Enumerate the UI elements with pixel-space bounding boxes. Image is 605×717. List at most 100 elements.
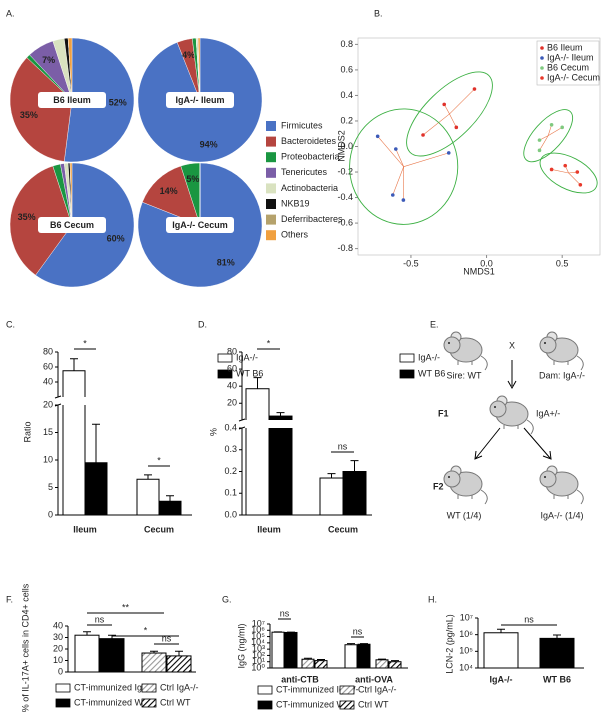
slice-label: 81% <box>217 257 235 267</box>
y-axis-label: Ratio <box>22 421 32 442</box>
bar <box>158 500 182 516</box>
legend-swatch <box>141 683 157 693</box>
legend-swatch <box>339 685 355 695</box>
significance-label: * <box>144 625 148 635</box>
generation-label: F1 <box>438 408 449 418</box>
bar <box>268 415 293 516</box>
bar <box>99 638 125 673</box>
significance-label: * <box>157 455 161 465</box>
y-axis-label: LCN-2 (pg/mL) <box>444 614 454 674</box>
mouse-head <box>443 336 461 354</box>
error-bar <box>391 660 399 662</box>
y-tick-label: 80 <box>227 346 237 356</box>
significance-label: ns <box>95 614 105 624</box>
significance-label: ns <box>353 626 363 636</box>
point <box>421 133 425 137</box>
y-tick-label: 80 <box>43 346 53 356</box>
cross-sign: X <box>509 340 515 350</box>
y-tick-label: 20 <box>53 643 63 653</box>
bar <box>375 659 389 669</box>
significance-label: ** <box>122 602 130 612</box>
legend-label: Others <box>281 230 309 240</box>
mouse-tail <box>480 489 488 505</box>
mouse-feet <box>503 425 519 429</box>
pie-title-box <box>166 217 234 233</box>
bar <box>483 632 519 669</box>
arrow <box>474 427 501 460</box>
y-tick-label: 0.0 <box>340 141 353 151</box>
y-tick-label: 0.1 <box>224 488 237 498</box>
pie-slice <box>197 37 201 101</box>
y-tick-label: 0.3 <box>224 444 237 454</box>
x-tick-label: Ileum <box>257 524 281 534</box>
mouse-eye <box>448 476 450 478</box>
spider-line <box>547 124 552 136</box>
pie-title: B6 Ileum <box>53 95 91 105</box>
significance-label: ns <box>280 608 290 618</box>
point <box>537 138 542 142</box>
y-tick-label: 10¹ <box>252 656 265 666</box>
y-tick-label: 10² <box>252 650 265 660</box>
spider-line <box>449 88 475 115</box>
significance-label: * <box>83 338 87 348</box>
panel-label: D. <box>198 319 207 329</box>
bar <box>284 631 298 669</box>
point <box>446 151 451 155</box>
x-tick-label: Cecum <box>328 524 358 534</box>
pie-slice <box>69 162 73 226</box>
bar <box>271 631 285 669</box>
y-tick-label: 10⁶ <box>251 625 265 635</box>
slice-label: 14% <box>160 186 178 196</box>
y-tick-label: 10⁵ <box>459 646 473 656</box>
x-tick-label: Cecum <box>144 524 174 534</box>
spider-line <box>539 135 549 151</box>
generation-label: F2 <box>433 481 444 491</box>
bar <box>136 478 160 516</box>
point <box>442 102 447 107</box>
y-tick-label: 0.2 <box>224 466 237 476</box>
spider-line <box>392 166 404 196</box>
legend-swatch <box>266 199 276 209</box>
legend-marker <box>540 76 544 80</box>
y-tick-label: 0.2 <box>340 115 353 125</box>
offspring-label: WT (1/4) <box>447 510 482 520</box>
panel-label: A. <box>6 8 15 18</box>
bar <box>301 658 315 669</box>
y-tick-label: 30 <box>53 632 63 642</box>
mouse-eye <box>494 406 496 408</box>
y-tick-label: 10⁴ <box>251 637 265 647</box>
legend-label: NKB19 <box>281 198 310 208</box>
legend-label: IgA-/- Cecum <box>547 72 600 82</box>
x-tick-label: anti-CTB <box>281 674 319 684</box>
y-tick-label: -0.4 <box>337 192 353 202</box>
spider-line <box>395 148 404 167</box>
point <box>575 170 580 174</box>
legend-label: Ctrl IgA-/- <box>358 684 397 694</box>
y-axis-label: NMDS2 <box>336 130 346 162</box>
error-bar <box>83 631 91 636</box>
spider-line <box>443 104 450 115</box>
legend-swatch <box>257 685 273 695</box>
y-tick-label: -0.2 <box>337 166 353 176</box>
axis-break-gap <box>52 397 194 405</box>
legend-label: Ctrl WT <box>160 697 191 707</box>
pie-title: IgA-/- Cecum <box>172 220 228 230</box>
point <box>549 123 554 127</box>
mouse-feet <box>553 361 569 365</box>
panel-label: E. <box>430 319 439 329</box>
slice-label: 60% <box>107 234 125 244</box>
legend-label: B6 Ileum <box>547 42 583 52</box>
slice-label: 94% <box>200 139 218 149</box>
legend-marker <box>540 46 544 50</box>
mouse-tail <box>526 419 534 435</box>
legend-swatch <box>399 353 415 363</box>
error-bar <box>253 377 262 389</box>
y-tick-label: 10 <box>53 655 63 665</box>
legend-marker <box>540 56 544 60</box>
mouse-head <box>489 400 507 418</box>
panel-label: C. <box>6 319 15 329</box>
legend-swatch <box>266 136 276 147</box>
error-bar <box>175 650 183 656</box>
spider-line <box>422 113 450 136</box>
